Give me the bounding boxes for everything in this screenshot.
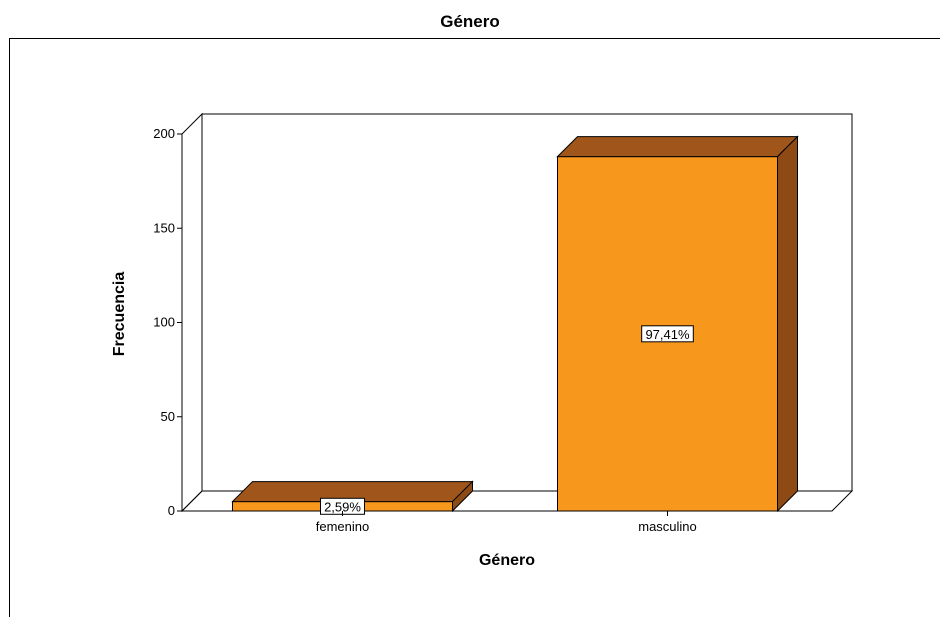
y-axis-title: Frecuencia	[111, 272, 128, 357]
bars: 2,59% 97,41%	[231, 135, 799, 515]
bar: 97,41%	[556, 135, 799, 513]
y-axis: 0 50 100 150 200	[153, 126, 182, 518]
y-tick-label: 200	[153, 126, 175, 141]
data-label-box	[641, 325, 694, 343]
x-axis: femenino masculino	[316, 511, 697, 534]
left-wall	[181, 112, 203, 513]
y-tick-label: 100	[153, 315, 175, 330]
chart-title: Género	[440, 12, 500, 31]
x-axis-title: Género	[479, 552, 535, 569]
y-tick-label: 50	[161, 409, 175, 424]
bar-top	[556, 136, 799, 158]
data-label: 2,59%	[324, 499, 361, 514]
y-tick-label: 150	[153, 220, 175, 235]
x-tick-label: masculino	[638, 519, 697, 534]
bar: 2,59%	[231, 480, 474, 515]
bar-side	[452, 480, 473, 513]
x-tick-label: femenino	[316, 519, 369, 534]
y-tick-label: 0	[168, 503, 175, 518]
data-label: 97,41%	[645, 327, 690, 342]
chart-frame	[9, 38, 940, 617]
bar-side	[777, 135, 798, 513]
